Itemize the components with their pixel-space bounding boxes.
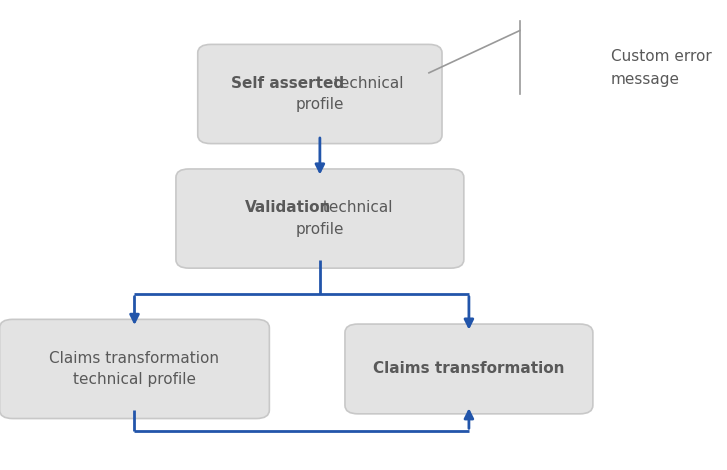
Text: technical: technical [329, 76, 403, 91]
FancyBboxPatch shape [0, 320, 269, 418]
Text: Validation: Validation [245, 200, 331, 215]
Text: technical: technical [318, 200, 393, 215]
FancyBboxPatch shape [176, 169, 464, 268]
Text: Claims transformation: Claims transformation [49, 351, 220, 366]
Text: Claims transformation: Claims transformation [373, 361, 565, 376]
FancyBboxPatch shape [345, 324, 593, 414]
Text: profile: profile [296, 222, 344, 237]
Text: Custom error: Custom error [611, 49, 712, 64]
FancyBboxPatch shape [198, 45, 442, 144]
Text: profile: profile [296, 97, 344, 112]
Text: message: message [611, 72, 680, 87]
Text: technical profile: technical profile [73, 372, 196, 387]
Text: Self asserted: Self asserted [231, 76, 345, 91]
